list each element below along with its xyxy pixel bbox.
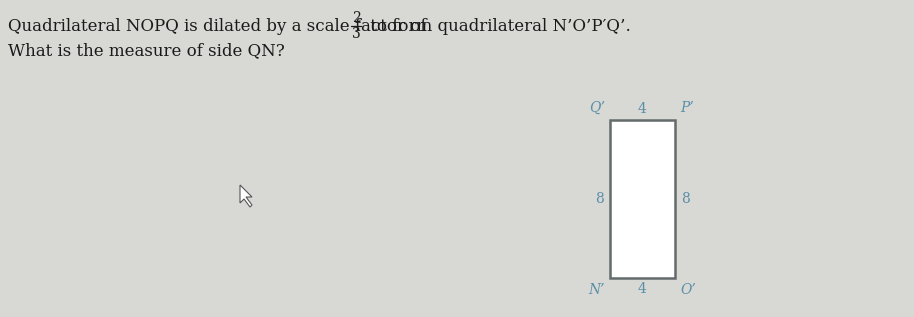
Text: P’: P’	[680, 101, 694, 115]
Text: O’: O’	[680, 283, 696, 297]
Text: 4: 4	[638, 102, 647, 116]
Text: to form quadrilateral N’O’P′Q’.: to form quadrilateral N’O’P′Q’.	[365, 18, 631, 35]
Text: Quadrilateral NOPQ is dilated by a scale factor of: Quadrilateral NOPQ is dilated by a scale…	[8, 18, 431, 35]
Text: 8: 8	[595, 192, 604, 206]
Text: 2: 2	[352, 11, 360, 25]
Text: 3: 3	[352, 27, 360, 41]
Text: 8: 8	[681, 192, 690, 206]
Text: 4: 4	[638, 282, 647, 296]
Text: N’: N’	[589, 283, 605, 297]
Text: Q’: Q’	[589, 101, 605, 115]
Bar	[610, 120, 675, 278]
Text: What is the measure of side QN?: What is the measure of side QN?	[8, 42, 285, 59]
Polygon shape	[240, 185, 252, 207]
